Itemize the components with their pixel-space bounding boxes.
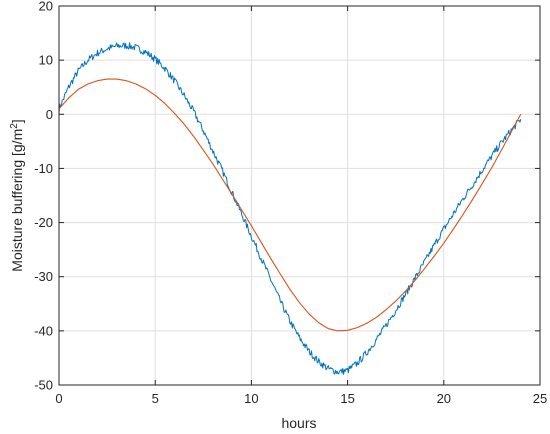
series-line-2: [58, 78, 522, 332]
y-tick-label: 0: [46, 107, 53, 122]
x-tick-label: 25: [533, 391, 547, 406]
y-tick-label: 10: [39, 53, 53, 68]
x-tick-label: 0: [55, 391, 62, 406]
ticks: [58, 5, 541, 386]
x-tick-label: 15: [340, 391, 354, 406]
y-axis-label: Moisture buffering [g/m2]: [9, 119, 25, 271]
y-axis-label-end: ]: [9, 119, 25, 123]
x-tick-label: 5: [152, 391, 159, 406]
series-line-1: [58, 42, 522, 375]
y-tick-label: -10: [34, 161, 53, 176]
x-tick-label: 20: [437, 391, 451, 406]
y-tick-label: -50: [34, 378, 53, 393]
series-layer: [58, 42, 522, 375]
y-axis-label-superscript: 2: [9, 123, 20, 129]
tick-labels: 0 5 10 15 20 25 -50 -40 -30 -20 -10 0 10 20: [34, 0, 547, 406]
y-axis-label-main: Moisture buffering [g/m: [9, 129, 25, 272]
y-tick-label: -40: [34, 323, 53, 338]
y-tick-label: 20: [39, 0, 53, 14]
plot-background: [59, 6, 540, 385]
x-axis-label: hours: [281, 415, 316, 431]
y-tick-label: -20: [34, 215, 53, 230]
plot-frame: [58, 5, 541, 386]
x-tick-label: 10: [244, 391, 258, 406]
y-tick-label: -30: [34, 269, 53, 284]
